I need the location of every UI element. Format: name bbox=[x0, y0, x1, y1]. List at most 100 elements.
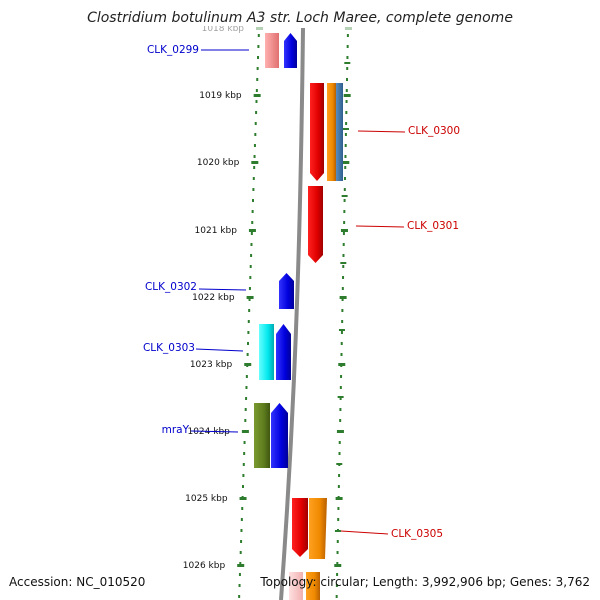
track-dot bbox=[248, 287, 251, 290]
gene-label-leader bbox=[355, 225, 405, 228]
axis-tick-mark bbox=[342, 161, 350, 164]
gene-arrow-forward[interactable] bbox=[284, 33, 297, 68]
track-dot bbox=[250, 254, 253, 257]
gene-block-orange[interactable] bbox=[327, 83, 336, 181]
axis-tick-mark bbox=[248, 229, 256, 232]
track-dot bbox=[335, 595, 338, 598]
axis-tick-label: 1024 kbp bbox=[187, 427, 230, 437]
track-dot bbox=[254, 122, 257, 125]
gene-block-lightpink[interactable] bbox=[289, 572, 303, 600]
track-dot bbox=[244, 419, 247, 422]
track-dot bbox=[338, 452, 341, 455]
gene-features bbox=[254, 33, 343, 600]
track-dot bbox=[239, 562, 242, 565]
track-dot bbox=[252, 188, 255, 191]
gene-arrow-reverse[interactable] bbox=[292, 498, 308, 557]
axis-minor-tick bbox=[340, 262, 347, 264]
track-dot bbox=[242, 485, 245, 488]
track-dot bbox=[344, 166, 347, 169]
track-dot bbox=[240, 518, 243, 521]
track-dot bbox=[336, 551, 339, 554]
track-dot bbox=[250, 232, 253, 235]
gene-block-orange[interactable] bbox=[306, 572, 320, 600]
gene-label-leader bbox=[340, 530, 389, 535]
track-dot bbox=[253, 144, 256, 147]
gene-label-clk_0305[interactable]: CLK_0305 bbox=[391, 528, 443, 540]
track-dot bbox=[342, 243, 345, 246]
track-dot bbox=[251, 221, 254, 224]
axis-tick-mark bbox=[253, 94, 261, 97]
track-dot bbox=[339, 397, 342, 400]
gene-block-olive[interactable] bbox=[254, 403, 270, 468]
track-dot bbox=[345, 89, 348, 92]
gene-label-leader bbox=[190, 430, 239, 433]
gene-label-leader bbox=[195, 348, 244, 352]
track-dot bbox=[346, 67, 349, 70]
axis-tick-label: 1018 kbp bbox=[202, 24, 245, 34]
gene-arrow-reverse[interactable] bbox=[308, 186, 323, 263]
gene-block-cyan[interactable] bbox=[259, 324, 274, 380]
gene-label-clk_0301[interactable]: CLK_0301 bbox=[407, 220, 459, 232]
track-dot bbox=[341, 298, 344, 301]
track-dot bbox=[341, 287, 344, 290]
track-dot bbox=[346, 45, 349, 48]
gene-arrow-forward[interactable] bbox=[271, 403, 288, 468]
axis-minor-tick bbox=[344, 62, 351, 64]
gene-block-pink[interactable] bbox=[265, 33, 279, 68]
track-dot bbox=[244, 408, 247, 411]
track-dot bbox=[238, 584, 241, 587]
track-dot bbox=[249, 265, 252, 268]
track-dot bbox=[343, 221, 346, 224]
axis-tick-mark bbox=[239, 497, 247, 500]
track-dot bbox=[335, 584, 338, 587]
track-dot bbox=[242, 474, 245, 477]
track-dot bbox=[247, 331, 250, 334]
track-dot bbox=[343, 210, 346, 213]
axis-tick-label: 1026 kbp bbox=[183, 561, 226, 571]
track-dot bbox=[345, 100, 348, 103]
gene-labels: CLK_0299 CLK_0300 CLK_0301 CLK_0302 CLK_0303… bbox=[143, 44, 460, 540]
axis-tick-label: 1023 kbp bbox=[190, 360, 233, 370]
track-dot bbox=[238, 595, 241, 598]
track-dot bbox=[344, 144, 347, 147]
track-dot bbox=[346, 34, 349, 37]
axis-tick-mark bbox=[241, 430, 249, 433]
axis-tick-label: 1021 kbp bbox=[195, 226, 238, 236]
topology-text: Topology: circular; Length: 3,992,906 bp… bbox=[259, 575, 590, 589]
gene-label-clk_0299[interactable]: CLK_0299 bbox=[147, 44, 199, 56]
track-dot bbox=[342, 232, 345, 235]
track-dot bbox=[248, 309, 251, 312]
track-dot bbox=[343, 188, 346, 191]
gene-block-steel[interactable] bbox=[336, 83, 343, 181]
axis-tick-mark bbox=[251, 161, 259, 164]
track-dot bbox=[249, 276, 252, 279]
gene-arrow-reverse[interactable] bbox=[310, 83, 324, 181]
gene-block-orange[interactable] bbox=[309, 498, 327, 559]
track-dot bbox=[242, 463, 245, 466]
track-dot bbox=[238, 573, 241, 576]
gene-label-clk_0300[interactable]: CLK_0300 bbox=[408, 125, 460, 137]
gene-label-mray[interactable]: mraY bbox=[162, 424, 190, 436]
track-dot bbox=[338, 441, 341, 444]
axis-tick-label: 1019 kbp bbox=[199, 91, 242, 101]
track-dot bbox=[339, 386, 342, 389]
gene-arrow-forward[interactable] bbox=[276, 324, 291, 380]
track-dot bbox=[339, 408, 342, 411]
axis-minor-tick bbox=[341, 195, 348, 197]
gene-label-clk_0303[interactable]: CLK_0303 bbox=[143, 342, 195, 354]
track-dot bbox=[340, 375, 343, 378]
track-dot bbox=[243, 452, 246, 455]
track-dot bbox=[255, 100, 258, 103]
track-dot bbox=[346, 56, 349, 59]
axis-tick-label: 1022 kbp bbox=[192, 293, 235, 303]
accession-text: Accession: NC_010520 bbox=[9, 575, 145, 589]
gene-label-clk_0302[interactable]: CLK_0302 bbox=[145, 281, 197, 293]
track-dot bbox=[337, 485, 340, 488]
track-dot bbox=[341, 309, 344, 312]
track-dot bbox=[241, 507, 244, 510]
track-dot bbox=[336, 573, 339, 576]
gene-arrow-forward[interactable] bbox=[279, 273, 294, 309]
track-dot bbox=[344, 133, 347, 136]
track-dot bbox=[336, 540, 339, 543]
